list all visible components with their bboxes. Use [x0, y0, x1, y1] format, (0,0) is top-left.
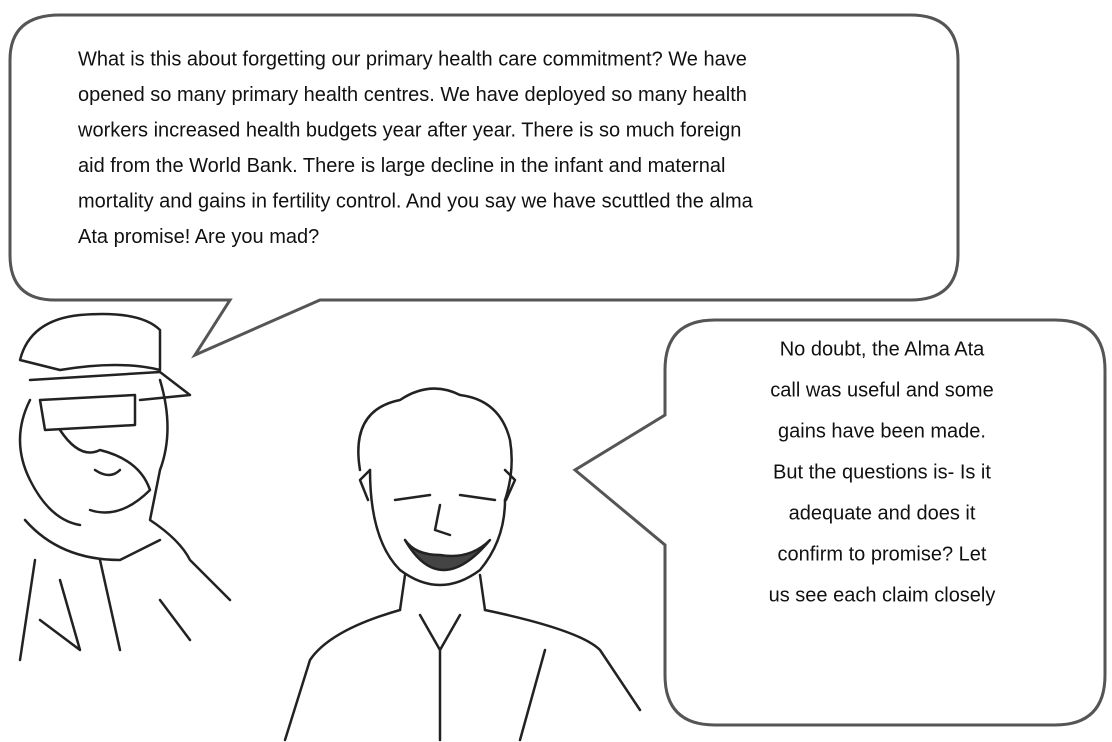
comic-panel: What is this about forgetting our primar… — [0, 0, 1112, 742]
speech-line: What is this about forgetting our primar… — [78, 48, 747, 70]
speech-line: mortality and gains in fertility control… — [78, 190, 754, 212]
speech-line: Ata promise! Are you mad? — [78, 226, 319, 248]
speech-line: No doubt, the Alma Ata — [780, 338, 985, 360]
speech-line: opened so many primary health centres. W… — [78, 84, 747, 106]
speech-line: call was useful and some — [770, 379, 993, 401]
speech-line: gains have been made. — [778, 420, 986, 442]
speech-line: adequate and does it — [789, 502, 976, 524]
speech-line: confirm to promise? Let — [778, 543, 987, 565]
older-man-drawing — [20, 314, 230, 660]
speech-line: workers increased health budgets year af… — [77, 119, 741, 141]
speech-line: But the questions is- Is it — [773, 461, 991, 483]
speech-line: us see each claim closely — [769, 584, 996, 606]
speech-line: aid from the World Bank. There is large … — [78, 155, 725, 177]
bearded-man-drawing — [285, 389, 640, 740]
page: What is this about forgetting our primar… — [0, 0, 1112, 742]
